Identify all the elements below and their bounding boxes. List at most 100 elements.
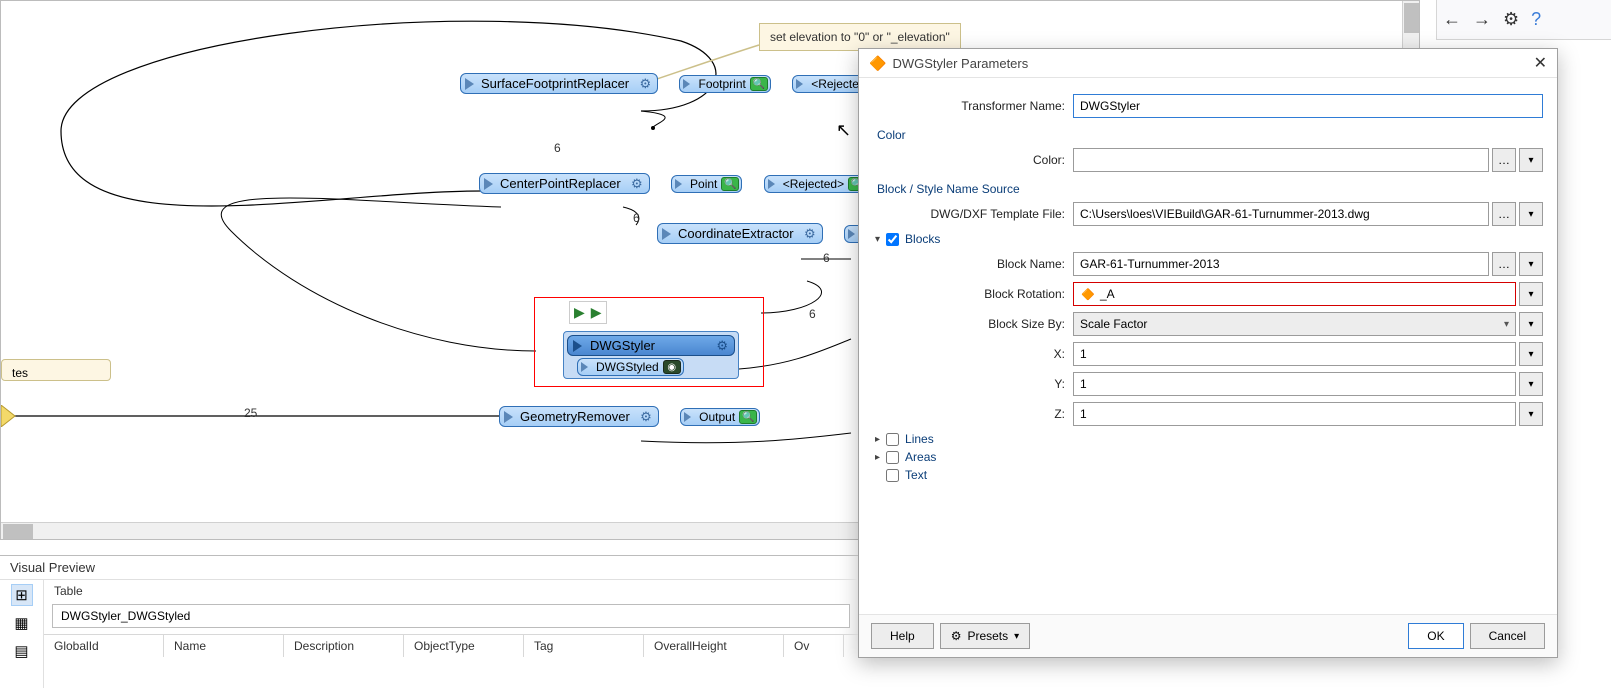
template-menu-button[interactable]: ▾ [1519,202,1543,226]
inspect-icon[interactable]: 🔍 [739,410,757,424]
gear-icon[interactable]: ⚙ [631,176,643,192]
group-areas[interactable]: ▸ Areas [875,450,1543,464]
table-column-header[interactable]: Ov [784,635,844,657]
feature-count: 6 [554,141,561,155]
nav-forward-icon[interactable]: → [1473,9,1491,30]
chevron-down-icon: ▾ [1014,631,1019,642]
x-menu-button[interactable]: ▾ [1519,342,1543,366]
blocksize-menu-button[interactable]: ▾ [1519,312,1543,336]
label-color: Color: [873,153,1073,167]
run-icons[interactable]: ▶ ▶ [569,301,607,324]
group-lines[interactable]: ▸ Lines [875,432,1543,446]
checkbox-blocks[interactable] [886,233,899,246]
dialog-titlebar[interactable]: 🔶 DWGStyler Parameters ✕ [859,49,1557,78]
vp-search-input[interactable] [52,604,850,628]
xf-name: GeometryRemover [520,409,630,424]
xf-dwgstyler-selected[interactable]: DWGStyler ⚙ DWGStyled ◉ [563,331,739,379]
input-color[interactable] [1073,148,1489,172]
feature-count: 6 [809,307,816,321]
table-column-header[interactable]: Name [164,635,284,657]
annotation-text: set elevation to "0" or "_elevation" [770,30,950,44]
xf-name: DWGStyler [590,338,655,353]
run-from-here-icon[interactable]: ▶ [574,304,585,321]
label-block-name: Block Name: [873,257,1073,271]
run-to-here-icon[interactable]: ▶ [591,304,602,321]
cancel-button[interactable]: Cancel [1470,623,1545,649]
vp-table-view-icon[interactable]: ▦ [11,612,33,634]
nav-back-icon[interactable]: ← [1443,9,1461,30]
input-y[interactable] [1073,372,1516,396]
xf-title[interactable]: CoordinateExtractor ⚙ [657,223,823,244]
right-toolbar: ← → ⚙ ? [1436,0,1611,40]
close-icon[interactable]: ✕ [1534,53,1547,73]
vp-feature-info-icon[interactable]: ▤ [11,640,33,662]
fme-icon: 🔶 [869,55,886,72]
gear-icon[interactable]: ⚙ [716,338,728,354]
table-column-header[interactable]: GlobalId [44,635,164,657]
chevron-down-icon: ▾ [875,234,880,245]
attribute-icon: 🔶 [1080,286,1096,302]
table-column-header[interactable]: ObjectType [404,635,524,657]
input-block-name[interactable] [1073,252,1489,276]
vp-tab-table[interactable]: Table [44,580,858,602]
color-picker-button[interactable]: … [1492,148,1516,172]
feature-count: 25 [244,406,257,420]
table-header: GlobalIdNameDescriptionObjectTypeTagOver… [44,634,858,657]
group-color: Color [877,128,1543,142]
xf-title[interactable]: GeometryRemover ⚙ [499,406,659,427]
z-menu-button[interactable]: ▾ [1519,402,1543,426]
checkbox-lines[interactable] [886,433,899,446]
blockname-browse-button[interactable]: … [1492,252,1516,276]
table-column-header[interactable]: OverallHeight [644,635,784,657]
inspect-icon[interactable]: 🔍 [721,177,739,191]
xf-title[interactable]: SurfaceFootprintReplacer ⚙ [460,73,658,94]
gear-icon[interactable]: ⚙ [640,409,652,425]
port-rejected[interactable]: <Rejected> 🔍 [764,175,869,193]
reader-truncated[interactable]: tes [1,359,111,381]
help-icon[interactable]: ? [1531,9,1541,30]
xf-title[interactable]: CenterPointReplacer ⚙ [479,173,650,194]
chevron-right-icon: ▸ [875,452,880,463]
checkbox-text[interactable] [886,469,899,482]
ok-button[interactable]: OK [1408,623,1463,649]
gear-icon: ⚙ [951,629,962,643]
inspect-icon[interactable]: ◉ [663,360,681,374]
blockname-menu-button[interactable]: ▾ [1519,252,1543,276]
xf-center-point-replacer[interactable]: CenterPointReplacer ⚙ Point 🔍 <Rejected>… [479,173,869,194]
port-point[interactable]: Point 🔍 [671,175,742,193]
input-transformer-name[interactable] [1073,94,1543,118]
gear-icon[interactable]: ⚙ [804,226,816,242]
table-column-header[interactable]: Tag [524,635,644,657]
vp-graphics-view-icon[interactable]: ⊞ [11,584,33,606]
blockrotation-menu-button[interactable]: ▾ [1519,282,1543,306]
group-text[interactable]: ▸ Text [875,468,1543,482]
inspect-icon[interactable]: 🔍 [750,77,768,91]
input-template[interactable] [1073,202,1489,226]
input-z[interactable] [1073,402,1516,426]
gear-icon[interactable]: ⚙ [1503,9,1519,30]
xf-geometry-remover[interactable]: GeometryRemover ⚙ Output 🔍 [499,406,760,427]
help-button[interactable]: Help [871,623,934,649]
y-menu-button[interactable]: ▾ [1519,372,1543,396]
annotation-note[interactable]: set elevation to "0" or "_elevation" [759,23,961,51]
checkbox-areas[interactable] [886,451,899,464]
input-block-rotation[interactable]: 🔶 _A [1073,282,1516,306]
color-menu-button[interactable]: ▾ [1519,148,1543,172]
xf-surface-footprint-replacer[interactable]: SurfaceFootprintReplacer ⚙ Footprint 🔍 <… [460,73,898,94]
port-label: Footprint [698,77,745,91]
table-column-header[interactable]: Description [284,635,404,657]
input-x[interactable] [1073,342,1516,366]
presets-button[interactable]: ⚙ Presets ▾ [940,623,1030,649]
vp-search [52,604,850,628]
port-footprint[interactable]: Footprint 🔍 [679,75,770,93]
port-arrow-icon [683,79,691,89]
parameters-dialog: 🔶 DWGStyler Parameters ✕ Transformer Nam… [858,48,1558,658]
template-browse-button[interactable]: … [1492,202,1516,226]
select-block-size[interactable]: Scale Factor ▾ [1073,312,1516,336]
port-output[interactable]: Output 🔍 [680,408,760,426]
group-blocks[interactable]: ▾ Blocks [875,232,1543,246]
xf-name: CenterPointReplacer [500,176,621,191]
xf-title[interactable]: DWGStyler ⚙ [567,335,735,356]
port-dwgstyled[interactable]: DWGStyled ◉ [577,358,684,376]
gear-icon[interactable]: ⚙ [639,76,651,92]
